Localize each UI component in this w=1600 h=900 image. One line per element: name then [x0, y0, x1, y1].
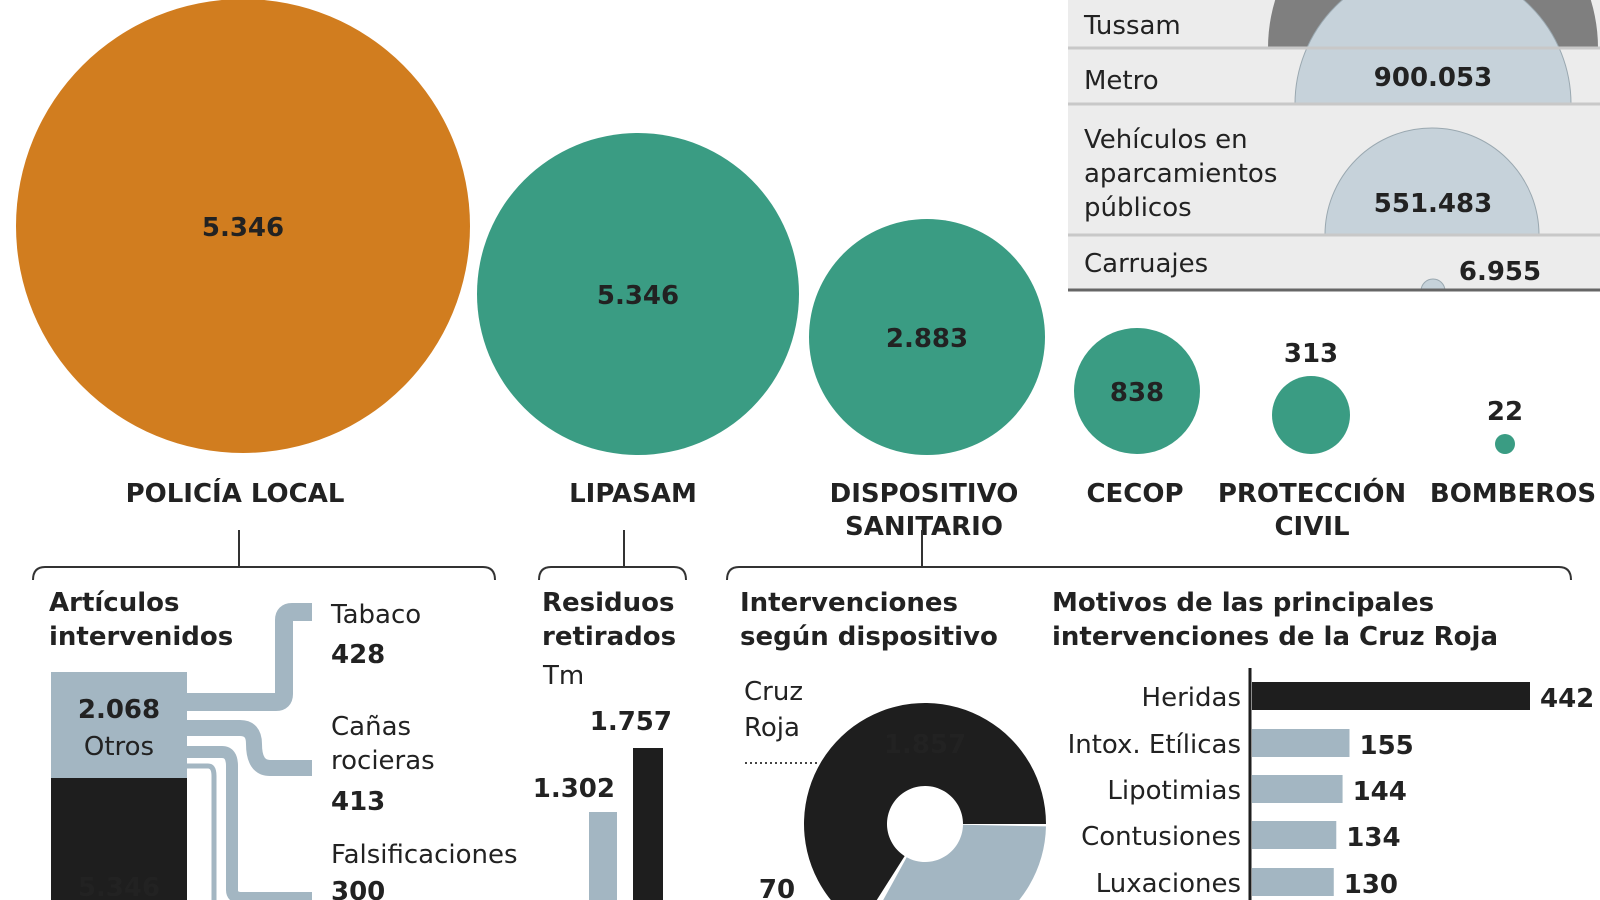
- bubble: [1074, 328, 1200, 454]
- bar-value: 144: [1353, 777, 1407, 807]
- stack-value: 2.068: [78, 695, 160, 725]
- donut-slice-70: [883, 824, 1046, 900]
- bar-category: Intox. Etílicas: [1068, 730, 1241, 760]
- bar-1: [1252, 729, 1350, 757]
- transport-value: 551.483: [1374, 189, 1492, 219]
- bar-value: 442: [1540, 684, 1594, 714]
- bubble-value: 5.346: [597, 281, 679, 311]
- transport-value: 900.053: [1374, 63, 1492, 93]
- stack-main: [51, 778, 187, 900]
- transport-value: 6.955: [1459, 257, 1541, 287]
- bar-3: [1252, 821, 1337, 849]
- breakdown-value: 428: [331, 640, 385, 670]
- transport-label: aparcamientos: [1084, 159, 1277, 189]
- section-title: Residuos: [542, 588, 675, 618]
- bubble-label: SANITARIO: [845, 512, 1003, 542]
- bubble: [16, 0, 470, 453]
- flow-canas: [187, 720, 312, 776]
- section-title: según dispositivo: [740, 622, 998, 652]
- bubble: [1495, 434, 1515, 454]
- transport-label: Carruajes: [1084, 249, 1208, 279]
- bubble-label: CIVIL: [1274, 512, 1349, 542]
- bubble: [809, 219, 1045, 455]
- donut-value: 1.857: [884, 730, 966, 760]
- bubble-label: LIPASAM: [569, 479, 697, 509]
- transport-label: públicos: [1084, 193, 1192, 223]
- bracket-lipasam: [538, 566, 687, 581]
- bubble-value: 313: [1284, 339, 1338, 369]
- bar-value: 155: [1359, 731, 1413, 761]
- breakdown-label: Falsificaciones: [331, 840, 518, 870]
- breakdown-label: Tabaco: [330, 600, 421, 630]
- bubble-label: BOMBEROS: [1430, 479, 1596, 509]
- residuos-bar-2: [633, 748, 663, 900]
- bubble: [1272, 376, 1350, 454]
- bar-4: [1252, 868, 1334, 896]
- section-title: Artículos: [49, 588, 179, 618]
- bubble-label: POLICÍA LOCAL: [126, 477, 345, 509]
- stack-value: 5.346: [78, 873, 160, 900]
- bubble-label: DISPOSITIVO: [830, 479, 1019, 509]
- bar-category: Heridas: [1142, 683, 1241, 713]
- bar-value: 134: [1346, 823, 1400, 853]
- bubble-value: 2.883: [886, 324, 968, 354]
- breakdown-label: rocieras: [331, 746, 435, 776]
- stack-otros: [51, 672, 187, 778]
- flow-tabaco: [187, 603, 312, 711]
- breakdown-value: 413: [331, 787, 385, 817]
- bubble-value: 22: [1487, 397, 1523, 427]
- donut-slice-1857: [804, 703, 1046, 900]
- section-title: intervenidos: [49, 622, 233, 652]
- bar-0: [1252, 682, 1530, 710]
- residuos-bar-1: [589, 812, 617, 900]
- flow-other: [187, 763, 217, 900]
- bubble-value: 5.346: [202, 213, 284, 243]
- section-title: retirados: [542, 622, 676, 652]
- callout-label: Roja: [744, 713, 800, 743]
- unit-label: Tm: [542, 661, 584, 691]
- bracket-policia: [32, 566, 496, 581]
- section-title: Motivos de las principales: [1052, 588, 1434, 618]
- bar-category: Luxaciones: [1096, 869, 1241, 899]
- breakdown-label: Cañas: [331, 712, 411, 742]
- bubble-value: 838: [1110, 378, 1164, 408]
- bar-category: Lipotimias: [1107, 776, 1241, 806]
- section-title: intervenciones de la Cruz Roja: [1052, 622, 1498, 652]
- bracket-sanitario: [726, 566, 1572, 581]
- flow-falsificaciones: [187, 746, 312, 900]
- transport-label: Vehículos en: [1084, 125, 1248, 155]
- bar-value: 130: [1344, 870, 1398, 900]
- transport-label: Metro: [1084, 66, 1159, 96]
- stack-name: Otros: [84, 732, 154, 762]
- bubble-label: CECOP: [1086, 479, 1183, 509]
- bar-category: Contusiones: [1081, 822, 1241, 852]
- residuos-value: 1.757: [590, 707, 672, 737]
- transport-label: Tussam: [1083, 11, 1181, 41]
- semicircle-vehiculos: [1324, 127, 1540, 236]
- residuos-value: 1.302: [533, 774, 615, 804]
- donut-value: 70: [759, 875, 795, 900]
- section-title: Intervenciones: [740, 588, 958, 618]
- bar-2: [1252, 775, 1343, 803]
- callout-label: Cruz: [744, 677, 803, 707]
- bubble-label: PROTECCIÓN: [1218, 477, 1406, 509]
- bubble: [477, 133, 799, 455]
- breakdown-value: 300: [331, 877, 385, 900]
